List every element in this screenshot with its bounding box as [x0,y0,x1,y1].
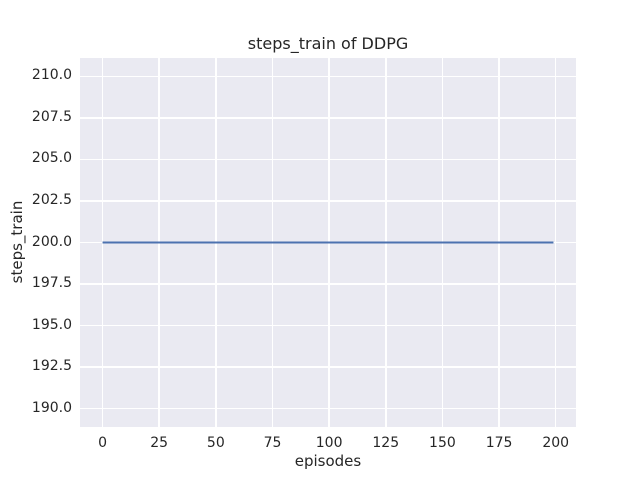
x-tick-label: 175 [485,435,513,451]
x-tick-label: 0 [98,435,107,451]
y-tick-label: 200.0 [31,233,72,250]
y-gridline [80,200,576,202]
y-tick-label: 207.5 [31,108,72,125]
y-tick-label: 205.0 [31,150,72,167]
x-tick-label: 100 [315,435,343,451]
x-tick-label: 25 [150,435,169,451]
y-gridline [80,75,576,78]
y-tick-label: 202.5 [31,191,72,208]
y-tick-label: 197.5 [31,275,72,292]
x-tick-label: 150 [429,435,456,451]
y-gridline [80,407,576,410]
chart-title: steps_train of DDPG [247,34,409,53]
plot-area [80,58,576,427]
x-tick-label: 125 [372,435,400,451]
x-axis-label: episodes [294,452,362,470]
y-gridline [80,283,576,285]
x-tick-label: 200 [542,435,570,451]
y-tick-label: 210.0 [31,67,72,84]
y-gridline [80,366,576,368]
x-tick-label: 50 [206,435,225,451]
y-tick-label: 195.0 [31,316,72,333]
y-gridline [80,158,576,161]
y-gridline [80,117,576,119]
y-tick-label: 192.5 [31,358,72,375]
line-series-svg [102,241,554,244]
y-tick-label: 190.0 [31,399,72,416]
y-gridline [80,324,576,327]
x-tick-label: 75 [263,435,282,451]
